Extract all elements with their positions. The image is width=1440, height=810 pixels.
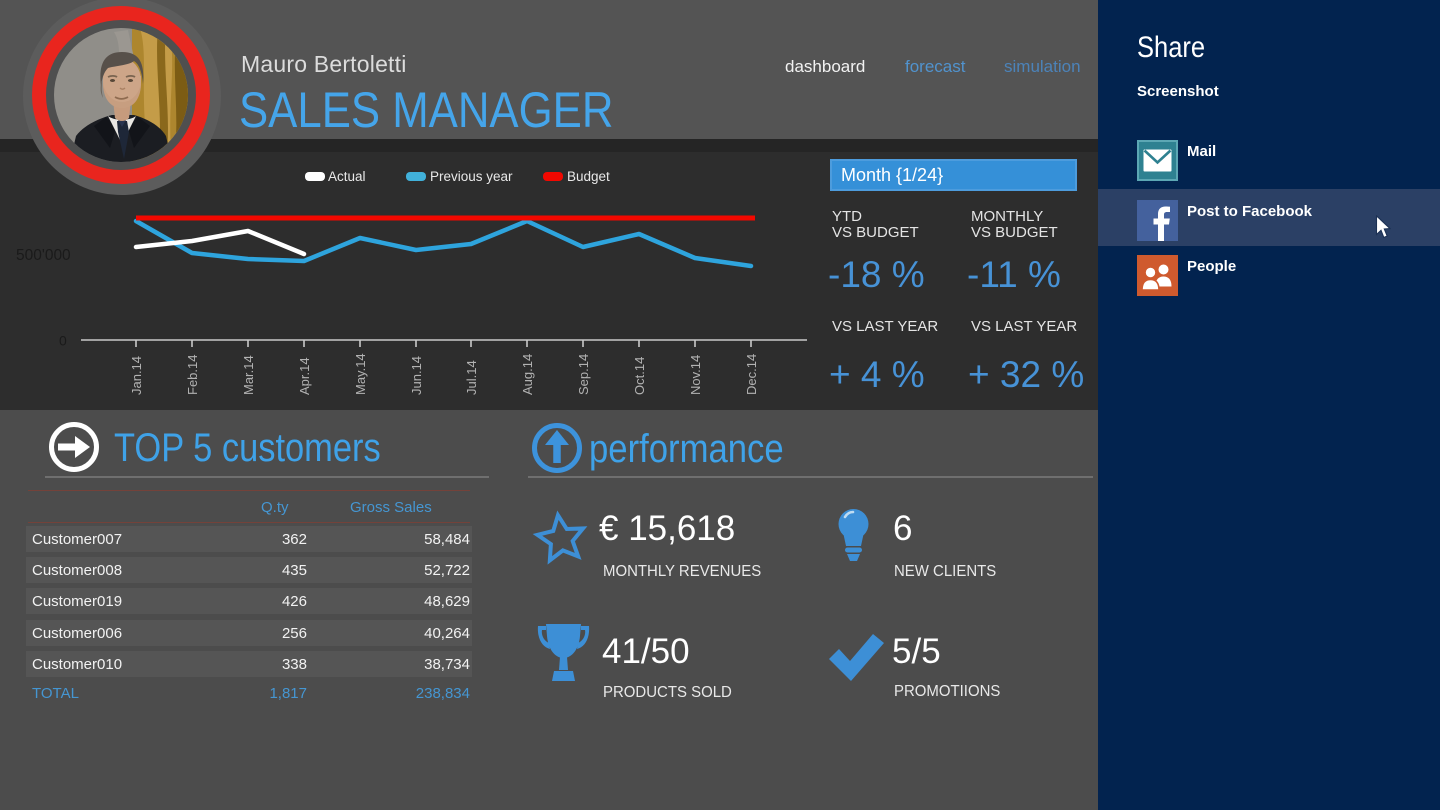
svg-text:Jun.14: Jun.14 xyxy=(409,356,424,395)
svg-text:May.14: May.14 xyxy=(353,353,368,395)
svg-text:500'000: 500'000 xyxy=(16,247,71,264)
svg-text:Nov.14: Nov.14 xyxy=(688,355,703,395)
svg-text:Oct.14: Oct.14 xyxy=(632,357,647,395)
svg-text:0: 0 xyxy=(59,333,67,349)
svg-text:Mar.14: Mar.14 xyxy=(241,355,256,395)
svg-text:Aug.14: Aug.14 xyxy=(520,354,535,395)
svg-text:Sep.14: Sep.14 xyxy=(576,354,591,395)
svg-text:Jan.14: Jan.14 xyxy=(129,356,144,395)
svg-text:Apr.14: Apr.14 xyxy=(297,357,312,395)
svg-text:Dec.14: Dec.14 xyxy=(744,354,759,395)
svg-text:Jul.14: Jul.14 xyxy=(464,360,479,395)
svg-text:Feb.14: Feb.14 xyxy=(185,355,200,395)
